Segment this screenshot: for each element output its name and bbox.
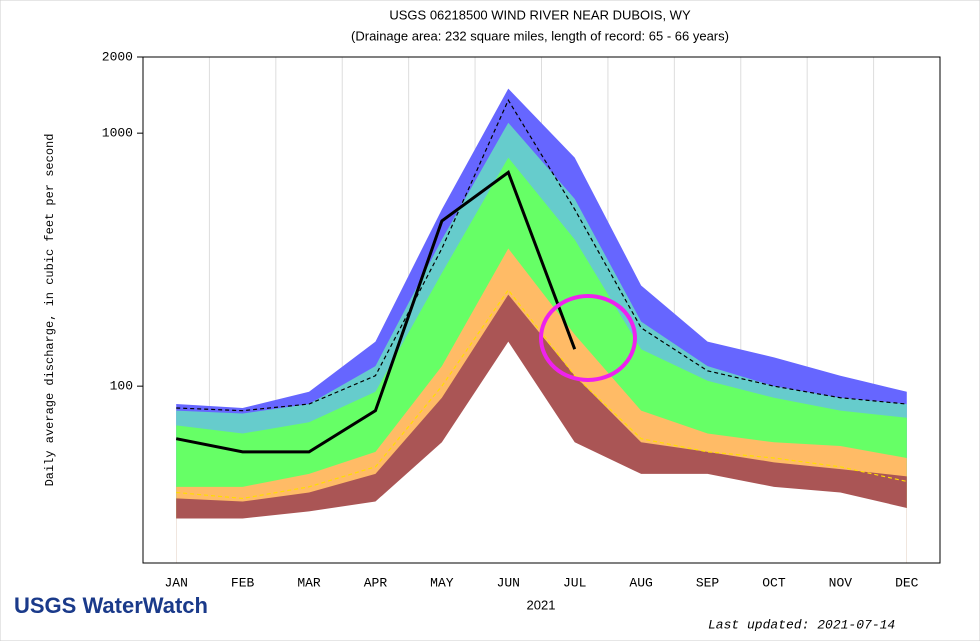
y-tick-label: 100 <box>110 379 133 394</box>
x-tick-label: MAY <box>430 575 454 590</box>
area-band <box>176 341 907 563</box>
chart-title: USGS 06218500 WIND RIVER NEAR DUBOIS, WY <box>389 7 691 22</box>
x-tick-label: JUN <box>497 575 520 590</box>
logo: USGS WaterWatch <box>14 593 208 618</box>
x-axis-label: 2021 <box>527 597 556 612</box>
x-tick-label: SEP <box>696 575 720 590</box>
x-tick-label: JUL <box>563 575 586 590</box>
x-tick-label: NOV <box>829 575 853 590</box>
y-tick-label: 1000 <box>102 126 133 141</box>
x-tick-label: APR <box>364 575 388 590</box>
x-tick-label: OCT <box>762 575 786 590</box>
x-tick-label: JAN <box>165 575 188 590</box>
x-tick-label: MAR <box>297 575 321 590</box>
x-tick-label: FEB <box>231 575 255 590</box>
chart-subtitle: (Drainage area: 232 square miles, length… <box>351 28 729 43</box>
x-tick-label: AUG <box>629 575 652 590</box>
x-tick-label: DEC <box>895 575 919 590</box>
plot-border <box>142 56 941 564</box>
footer: Last updated: 2021-07-14 <box>708 617 895 632</box>
highlight-circle <box>539 294 637 382</box>
y-tick-label: 2000 <box>102 49 133 64</box>
y-axis-label: Daily average discharge, in cubic feet p… <box>43 134 57 487</box>
line <box>175 169 577 454</box>
line <box>176 98 907 412</box>
